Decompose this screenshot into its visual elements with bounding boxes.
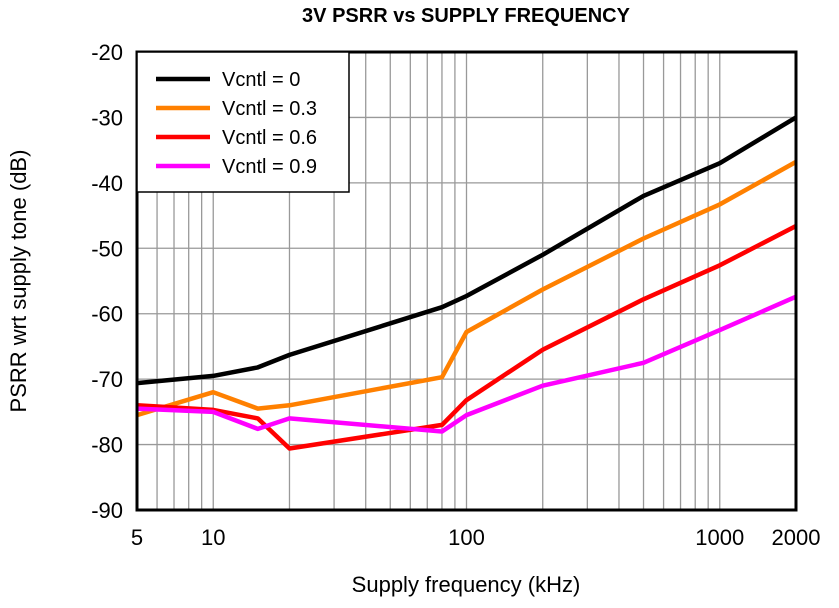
y-tick-label: -50: [91, 236, 123, 261]
x-tick-label: 1000: [695, 525, 744, 550]
legend-box: [136, 51, 350, 193]
plot-frame: [135, 50, 798, 512]
legend-label: Vcntl = 0.9: [222, 156, 317, 178]
x-tick-label: 100: [448, 525, 485, 550]
y-tick-label: -80: [91, 433, 123, 458]
x-axis-label: Supply frequency (kHz): [352, 572, 581, 597]
y-tick-label: -30: [91, 105, 123, 130]
x-tick-label: 2000: [772, 525, 821, 550]
y-tick-label: -40: [91, 171, 123, 196]
y-tick-label: -90: [91, 498, 123, 523]
legend-label: Vcntl = 0.6: [222, 127, 317, 149]
x-tick-label: 5: [131, 525, 143, 550]
series-line-3: [136, 294, 797, 434]
legend: Vcntl = 0 Vcntl = 0.3 Vcntl = 0.6 Vcntl = 0…: [136, 51, 350, 193]
y-tick-label: -20: [91, 40, 123, 65]
series-line-2: [136, 224, 798, 451]
tick-labels: -20 -30 -40 -50 -60 -70 -80 -90 5 10 100 1000 2000: [91, 40, 820, 550]
series-line-0: [136, 115, 798, 386]
legend-label: Vcntl = 0: [222, 69, 300, 91]
x-tick-label: 10: [201, 525, 225, 550]
series-line-1: [136, 159, 798, 418]
y-axis-label: PSRR wrt supply tone (dB): [6, 150, 31, 413]
y-tick-label: -60: [91, 302, 123, 327]
chart-title: 3V PSRR vs SUPPLY FREQUENCY: [302, 5, 631, 27]
legend-label: Vcntl = 0.3: [222, 98, 317, 120]
series-lines: [136, 115, 798, 451]
y-tick-label: -70: [91, 367, 123, 392]
